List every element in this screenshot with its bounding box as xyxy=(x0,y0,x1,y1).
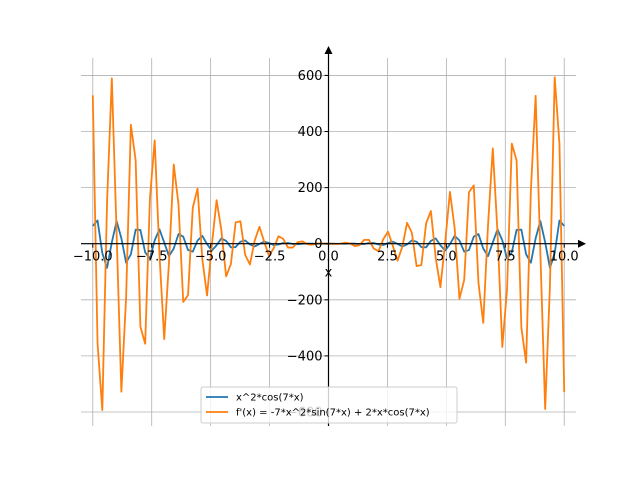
axes-layer xyxy=(81,46,586,426)
x-tick-label: 2.5 xyxy=(377,250,398,265)
x-axis-arrow xyxy=(578,239,586,248)
legend-label-series-2: f'(x) = -7*x^2*sin(7*x) + 2*x*cos(7*x) xyxy=(236,408,430,419)
y-tick-label: 600 xyxy=(298,69,323,84)
x-tick-label: 10.0 xyxy=(550,250,579,265)
x-tick-label: −2.5 xyxy=(254,250,286,265)
x-tick-label: −10.0 xyxy=(73,250,113,265)
y-tick-label: 0 xyxy=(314,237,322,252)
x-tick-label: 7.5 xyxy=(495,250,516,265)
y-tick-label: −400 xyxy=(287,349,323,364)
legend-label-series-1: x^2*cos(7*x) xyxy=(236,393,304,404)
x-tick-label: −7.5 xyxy=(136,250,168,265)
x-tick-label: −5.0 xyxy=(195,250,227,265)
x-axis-label: x xyxy=(325,266,333,281)
x-tick-label: 0.0 xyxy=(318,250,339,265)
y-tick-label: 400 xyxy=(298,125,323,140)
legend: x^2*cos(7*x) f'(x) = -7*x^2*sin(7*x) + 2… xyxy=(200,386,458,424)
ticks-layer: −10.0−7.5−5.0−2.50.02.55.07.510.0−600−40… xyxy=(73,69,579,421)
y-tick-label: 200 xyxy=(298,181,323,196)
y-axis-arrow xyxy=(324,46,333,54)
legend-box xyxy=(200,386,458,424)
y-tick-label: −200 xyxy=(287,293,323,308)
x-tick-label: 5.0 xyxy=(436,250,457,265)
